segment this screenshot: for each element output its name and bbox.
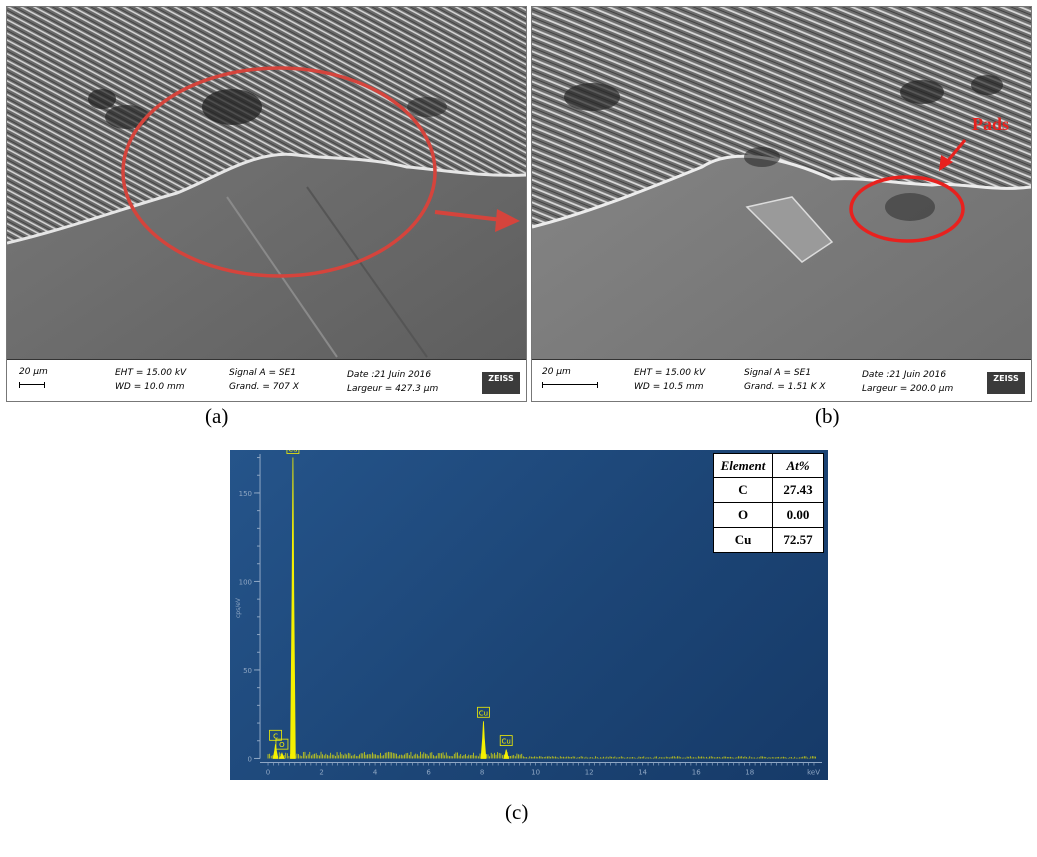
eht-a: EHT = 15.00 kV xyxy=(115,368,187,378)
eds-peak-labels: CO Cu Cu Cu xyxy=(269,450,513,750)
x-tick-label: 4 xyxy=(373,768,378,776)
cell-element: O xyxy=(713,502,773,528)
wd-b: WD = 10.5 mm xyxy=(634,382,704,392)
x-tick-label: 10 xyxy=(531,768,540,776)
eds-peaks xyxy=(272,457,510,759)
y-tick-label: 150 xyxy=(239,490,252,498)
largeur-b: Largeur = 200.0 µm xyxy=(862,384,954,394)
sem-image-a: 20 µm EHT = 15.00 kV WD = 10.0 mm Signal… xyxy=(6,6,527,402)
panel-label-c: (c) xyxy=(505,800,529,824)
signal-a: Signal A = SE1 xyxy=(229,368,297,378)
y-tick-label: 0 xyxy=(248,755,252,763)
composition-table-header: Element At% xyxy=(713,453,824,478)
cell-element: C xyxy=(713,477,773,503)
cell-element: Cu xyxy=(713,527,773,553)
peak-o xyxy=(278,751,286,759)
date-a: Date :21 Juin 2016 xyxy=(347,370,432,380)
peak-label-box xyxy=(286,450,300,454)
eds-background-noise xyxy=(267,751,816,759)
cell-at-percent: 72.57 xyxy=(772,527,824,553)
y-tick-label: 100 xyxy=(239,578,252,586)
eht-b: EHT = 15.00 kV xyxy=(634,368,706,378)
peak-label: C xyxy=(273,732,278,740)
table-row: O 0.00 xyxy=(713,502,824,528)
y-tick-label: 50 xyxy=(243,667,252,675)
date-b: Date :21 Juin 2016 xyxy=(862,370,947,380)
sem-info-bar-b: 20 µm EHT = 15.00 kV WD = 10.5 mm Signal… xyxy=(532,359,1031,401)
grand-a: Grand. = 707 X xyxy=(229,382,299,392)
peak-cu xyxy=(503,749,510,759)
peak-label: O xyxy=(279,741,285,749)
x-tick-label: 12 xyxy=(585,768,594,776)
peak-label: Cu xyxy=(479,709,488,717)
scale-label-b: 20 µm xyxy=(542,367,571,377)
header-element: Element xyxy=(713,453,773,478)
peak-c xyxy=(272,744,279,759)
peak-label-box xyxy=(477,706,490,718)
x-tick-label: 18 xyxy=(745,768,754,776)
x-tick-label: 14 xyxy=(638,768,647,776)
eds-spectrum-panel: 0 50 100 150 0 2 4 6 8 10 12 14 16 18 keV cps/eV C O Cu Cu… xyxy=(230,450,828,780)
cell-at-percent: 0.00 xyxy=(772,502,824,528)
panel-label-a: (a) xyxy=(205,404,229,428)
peak-label-box xyxy=(499,735,513,747)
wd-a: WD = 10.0 mm xyxy=(115,382,185,392)
peak-label-box xyxy=(269,729,282,741)
header-at-percent: At% xyxy=(772,453,824,478)
x-tick-label: 8 xyxy=(480,768,484,776)
zeiss-logo-b: ZEISS xyxy=(987,372,1025,394)
composition-table: Element At% C 27.43 O 0.00 Cu 72.57 xyxy=(713,453,824,553)
pads-annotation: Pads xyxy=(972,114,1009,134)
x-axis-label: keV xyxy=(807,768,820,776)
table-row: C 27.43 xyxy=(713,477,824,503)
x-tick-label: 0 xyxy=(266,768,270,776)
signal-b: Signal A = SE1 xyxy=(744,368,812,378)
zeiss-logo-a: ZEISS xyxy=(482,372,520,394)
grand-b: Grand. = 1.51 K X xyxy=(744,382,826,392)
x-tick-label: 2 xyxy=(319,768,323,776)
sem-micrograph-a xyxy=(7,7,526,359)
scale-bar-b xyxy=(542,382,598,388)
x-tick-label: 16 xyxy=(692,768,701,776)
eds-axes: 0 50 100 150 0 2 4 6 8 10 12 14 16 18 keV cps/eV xyxy=(235,454,822,776)
peak-label-box xyxy=(275,738,289,750)
peak-label: Cu xyxy=(288,450,297,454)
sem-micrograph-b: Pads xyxy=(532,7,1031,359)
cell-at-percent: 27.43 xyxy=(772,477,824,503)
scale-bar-a xyxy=(19,382,45,388)
scale-label-a: 20 µm xyxy=(19,367,48,377)
table-row: Cu 72.57 xyxy=(713,527,824,553)
sem-info-bar-a: 20 µm EHT = 15.00 kV WD = 10.0 mm Signal… xyxy=(7,359,526,401)
sem-image-b: Pads 20 µm EHT = 15.00 kV WD = 10.5 mm S… xyxy=(531,6,1032,402)
peak-cu xyxy=(480,721,487,759)
y-axis-label: cps/eV xyxy=(235,597,242,618)
panel-label-b: (b) xyxy=(815,404,840,428)
peak-cu xyxy=(290,457,296,759)
x-tick-label: 6 xyxy=(426,768,431,776)
largeur-a: Largeur = 427.3 µm xyxy=(347,384,439,394)
peak-label: Cu xyxy=(502,738,511,746)
